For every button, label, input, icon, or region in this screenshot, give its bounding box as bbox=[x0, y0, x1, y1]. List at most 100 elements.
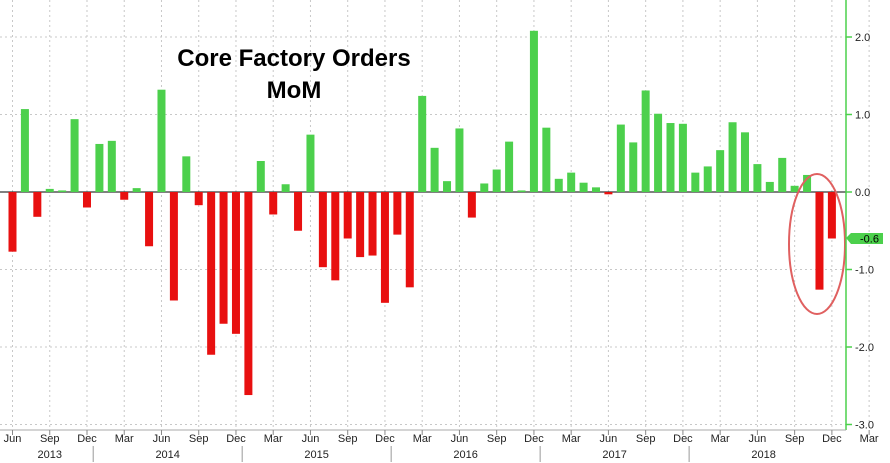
bar bbox=[480, 183, 489, 192]
last-value-badge: -0.6 bbox=[846, 233, 883, 246]
bar bbox=[33, 192, 42, 217]
x-tick-label: Mar bbox=[860, 433, 879, 445]
bar bbox=[678, 123, 687, 192]
x-tick-label: Mar bbox=[711, 433, 730, 445]
y-tick-label: 2.0 bbox=[855, 32, 870, 44]
x-tick-label: Jun bbox=[302, 433, 320, 445]
bars bbox=[8, 30, 836, 396]
bar bbox=[703, 166, 712, 192]
x-tick-label: Mar bbox=[264, 433, 283, 445]
bar bbox=[244, 192, 253, 396]
bar bbox=[430, 147, 439, 192]
bar bbox=[505, 141, 514, 192]
bar bbox=[219, 192, 228, 324]
bar bbox=[567, 172, 576, 192]
bar bbox=[393, 192, 402, 235]
x-tick-label: Jun bbox=[4, 433, 22, 445]
x-tick-label: Mar bbox=[115, 433, 134, 445]
bar bbox=[641, 90, 650, 192]
bar bbox=[356, 192, 365, 258]
bar bbox=[604, 192, 613, 195]
y-axis-ticks: 2.0 1.0 0.0 -1.0 -2.0 -3.0 bbox=[846, 32, 874, 432]
x-tick-label: Dec bbox=[673, 433, 693, 445]
bar bbox=[542, 127, 551, 192]
bar bbox=[616, 124, 625, 192]
bar bbox=[331, 192, 340, 281]
bar bbox=[467, 192, 476, 218]
chart-title-line1: Core Factory Orders bbox=[177, 45, 410, 72]
bar bbox=[753, 164, 762, 192]
bar bbox=[716, 150, 725, 192]
x-tick-label: Sep bbox=[40, 433, 60, 445]
bar bbox=[666, 123, 675, 192]
x-tick-label: Jun bbox=[451, 433, 469, 445]
year-label: 2018 bbox=[751, 449, 775, 461]
bar bbox=[95, 143, 104, 192]
year-label: 2015 bbox=[304, 449, 328, 461]
x-tick-label: Jun bbox=[600, 433, 618, 445]
x-tick-label: Dec bbox=[375, 433, 395, 445]
bar bbox=[169, 192, 178, 301]
bar bbox=[629, 142, 638, 192]
bar bbox=[765, 181, 774, 192]
bar bbox=[728, 122, 737, 192]
bar bbox=[418, 95, 427, 192]
bar bbox=[194, 192, 203, 206]
bar bbox=[790, 185, 799, 192]
year-label: 2017 bbox=[602, 449, 626, 461]
bar bbox=[343, 192, 352, 239]
bar bbox=[517, 190, 526, 192]
x-tick-label: Sep bbox=[338, 433, 358, 445]
bar bbox=[306, 134, 315, 192]
x-tick-label: Dec bbox=[822, 433, 842, 445]
bar bbox=[368, 192, 377, 256]
bar bbox=[740, 132, 749, 192]
bar bbox=[815, 192, 824, 290]
bar bbox=[529, 30, 538, 192]
x-tick-label: Jun bbox=[749, 433, 767, 445]
x-tick-label: Mar bbox=[413, 433, 432, 445]
bar bbox=[207, 192, 216, 355]
last-value-label: -0.6 bbox=[860, 234, 879, 246]
y-tick-label: -1.0 bbox=[855, 265, 874, 277]
y-tick-label: -3.0 bbox=[855, 420, 874, 432]
bar bbox=[318, 192, 327, 268]
bar bbox=[107, 140, 116, 192]
y-tick-label: 1.0 bbox=[855, 110, 870, 122]
bar bbox=[492, 169, 501, 192]
bar bbox=[157, 89, 166, 192]
bar bbox=[554, 178, 563, 192]
year-label: 2016 bbox=[453, 449, 477, 461]
gridlines bbox=[0, 0, 870, 430]
chart-title-line2: MoM bbox=[267, 77, 322, 104]
x-tick-label: Sep bbox=[785, 433, 805, 445]
x-tick-label: Dec bbox=[77, 433, 97, 445]
year-label: 2014 bbox=[155, 449, 179, 461]
bar bbox=[691, 172, 700, 192]
bar bbox=[182, 156, 191, 192]
x-tick-label: Sep bbox=[487, 433, 507, 445]
bar bbox=[8, 192, 17, 252]
bar bbox=[269, 192, 278, 215]
bar bbox=[592, 187, 601, 192]
bar bbox=[70, 119, 79, 192]
bar bbox=[132, 188, 141, 192]
bar bbox=[778, 157, 787, 192]
y-tick-label: -2.0 bbox=[855, 342, 874, 354]
bar bbox=[45, 188, 54, 192]
x-tick-label: Sep bbox=[636, 433, 656, 445]
x-axis-ticks: Jun Sep Dec Mar Jun Sep Dec Mar Jun Sep Dec Mar Jun S… bbox=[4, 430, 879, 462]
bar bbox=[281, 184, 290, 192]
bar bbox=[145, 192, 154, 247]
y-tick-label: 0.0 bbox=[855, 187, 870, 199]
bar bbox=[120, 192, 129, 200]
highlight-circle bbox=[788, 173, 846, 315]
bar bbox=[827, 192, 836, 239]
bar bbox=[58, 190, 67, 192]
year-label: 2013 bbox=[38, 449, 62, 461]
bar bbox=[20, 109, 29, 192]
bar bbox=[654, 113, 663, 192]
bar bbox=[294, 192, 303, 231]
x-tick-label: Mar bbox=[562, 433, 581, 445]
